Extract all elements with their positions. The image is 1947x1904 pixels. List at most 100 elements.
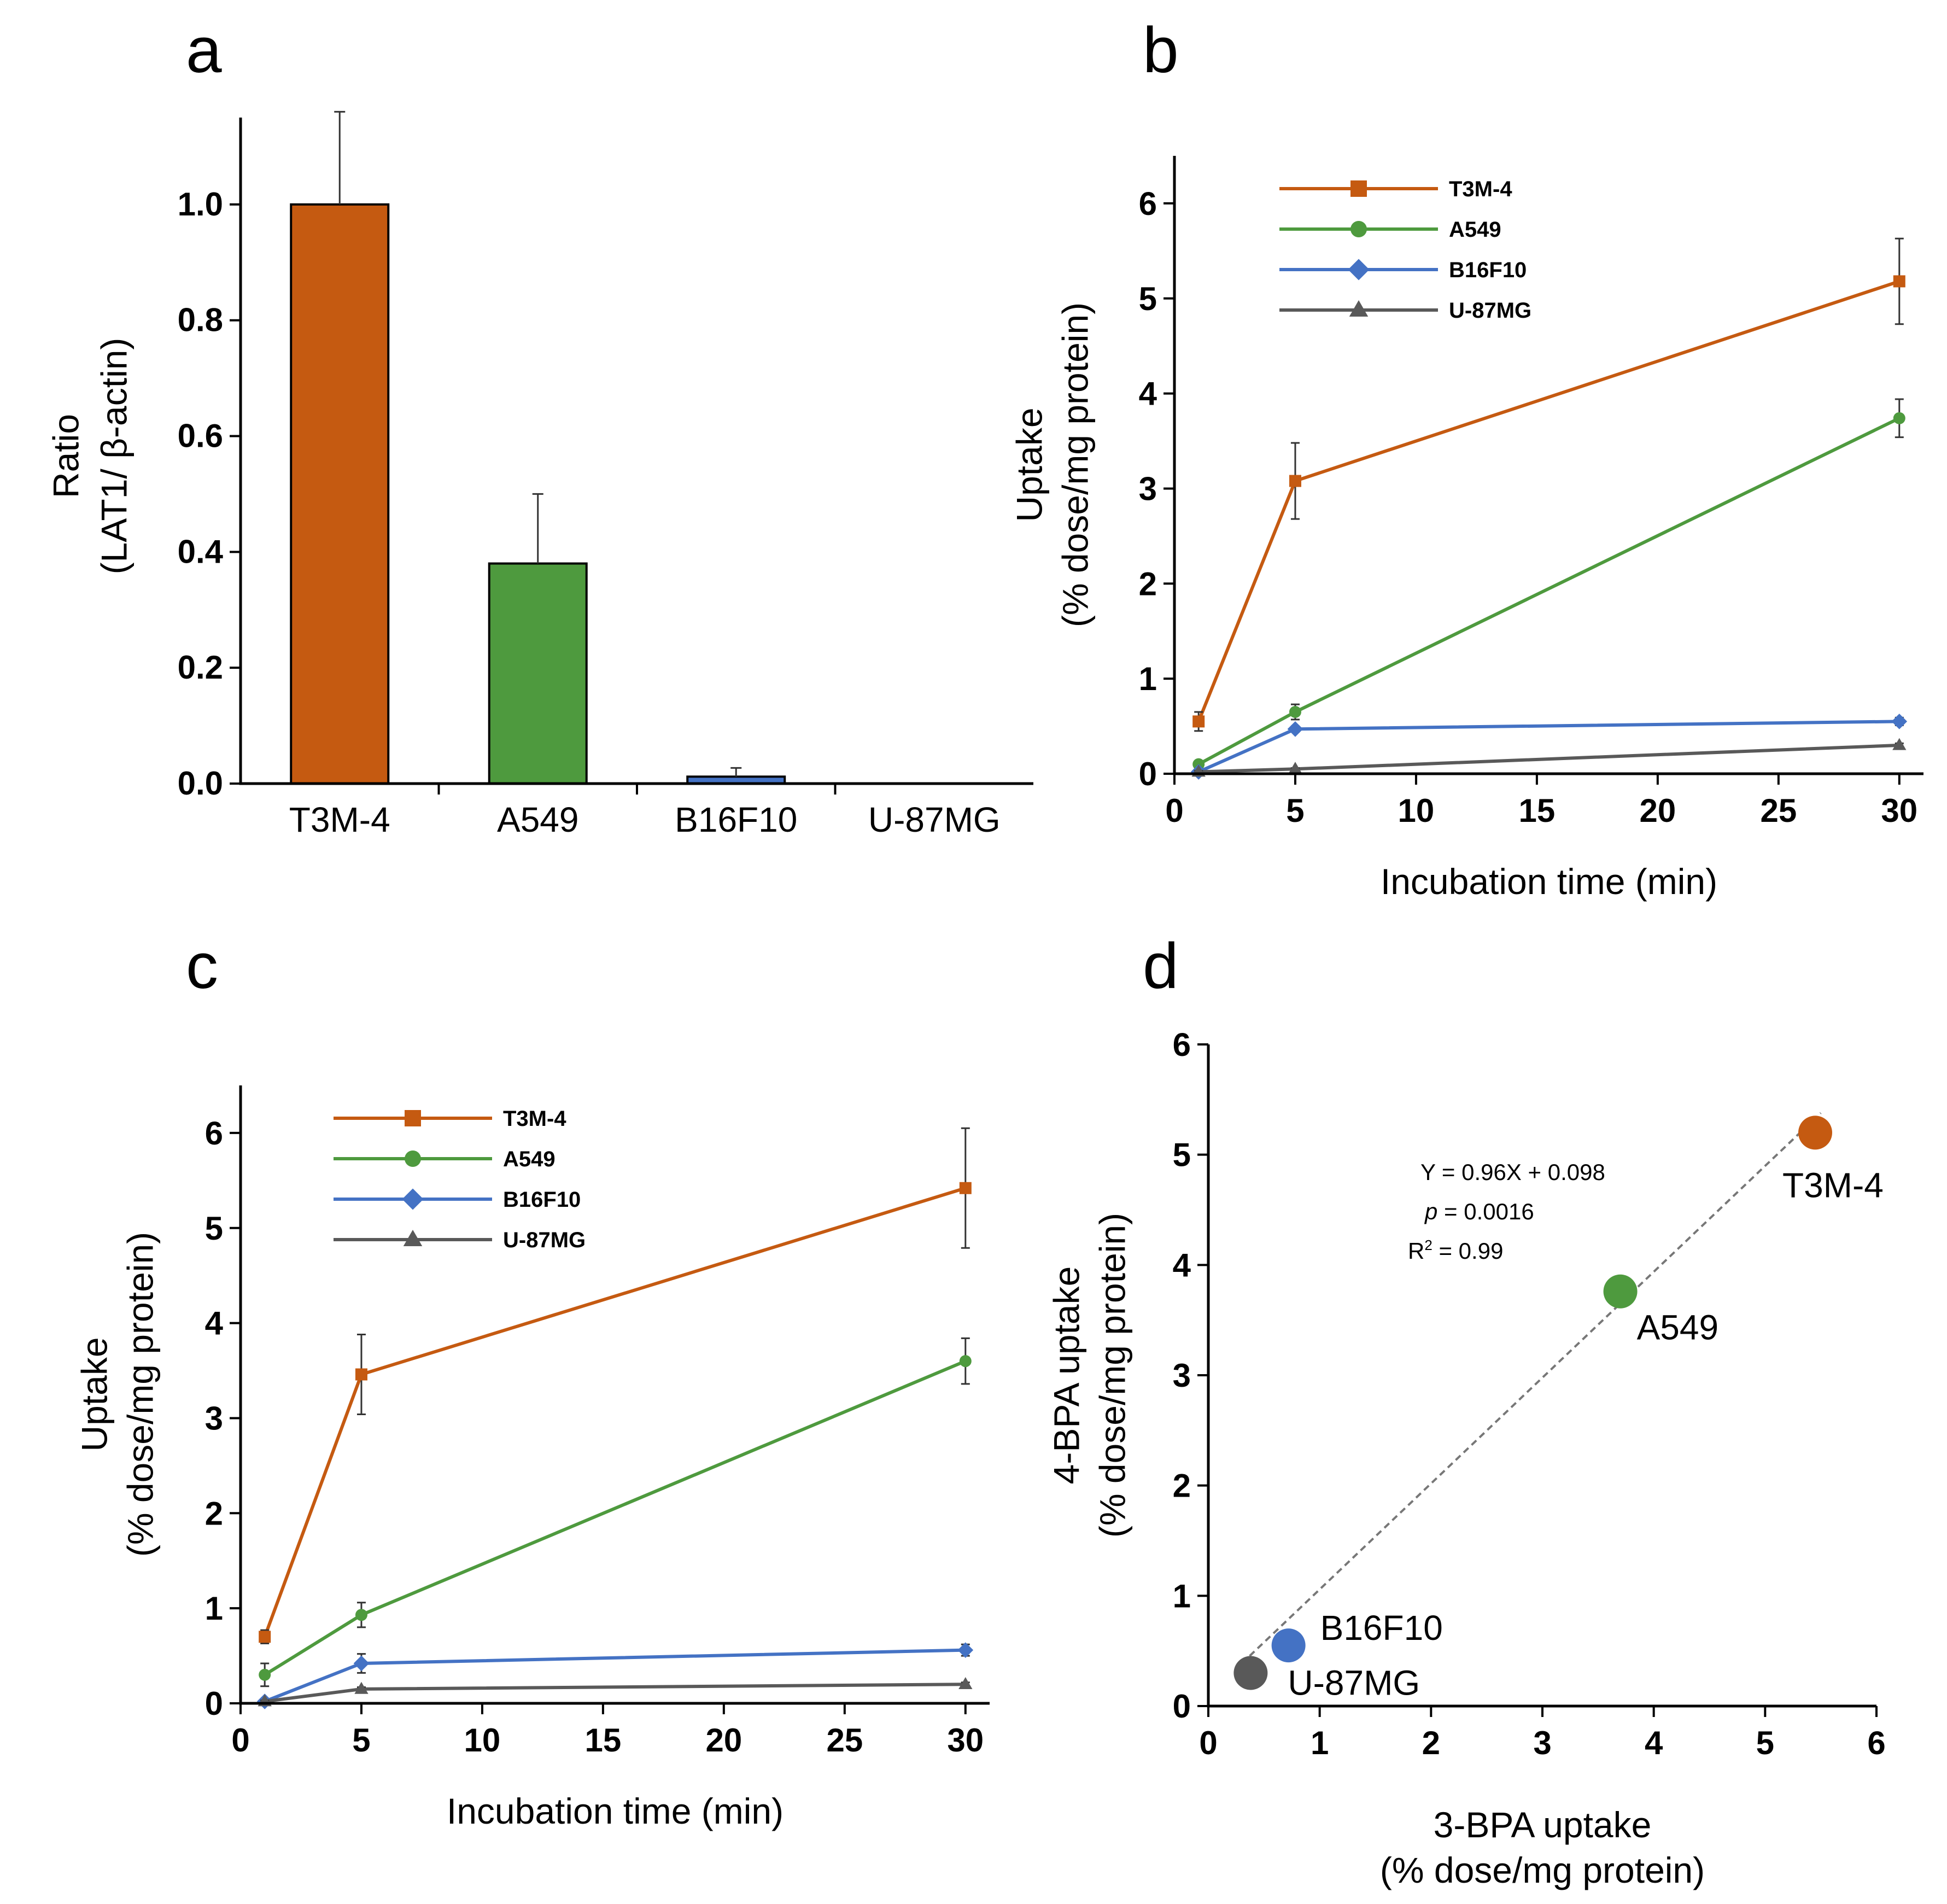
y-tick-label: 3 — [1173, 1357, 1191, 1394]
data-point-t3m-4 — [1192, 715, 1205, 728]
point-label-a549: A549 — [1637, 1308, 1718, 1347]
x-tick-label: 3 — [1533, 1725, 1551, 1761]
panel-letter-c: c — [186, 930, 218, 1002]
r-squared-label: R2 = 0.99 — [1408, 1237, 1503, 1264]
x-tick-label: 25 — [1760, 792, 1797, 829]
series-line-a549 — [264, 1359, 966, 1677]
panel-c-line-chart: 0 1 2 3 4 5 6 0 5 10 15 20 25 30 T3M-4 A549 B16F10 U-87MG… — [74, 1085, 990, 1831]
data-point-a549 — [1893, 412, 1905, 424]
point-label-u-87mg: U-87MG — [1288, 1663, 1420, 1703]
x-tick-label: 0 — [1199, 1725, 1217, 1761]
y-tick-label: 1 — [1173, 1578, 1191, 1614]
x-tick-label: 15 — [1519, 792, 1556, 829]
legend-label-u-87mg: U-87MG — [503, 1228, 586, 1252]
axes — [239, 118, 1033, 785]
r-value: = 0.99 — [1433, 1238, 1504, 1264]
x-tick-label: 1 — [1311, 1725, 1329, 1761]
legend-label-t3m-4: T3M-4 — [503, 1107, 566, 1131]
x-category-label-t3m-4: T3M-4 — [289, 800, 390, 839]
data-point-u-87mg — [354, 1681, 369, 1694]
data-point-b16f10 — [353, 1655, 370, 1672]
legend-marker-b16f10 — [1348, 259, 1370, 281]
x-tick-label: 5 — [352, 1722, 370, 1759]
series-line-t3m-4 — [1197, 279, 1900, 722]
series-line-u-87mg — [264, 1683, 966, 1703]
y-tick-label: 6 — [205, 1115, 223, 1152]
x-tick-label: 2 — [1422, 1725, 1440, 1761]
x-axis-title: 3-BPA uptake — [1434, 1804, 1652, 1845]
x-tick-label: 25 — [826, 1722, 863, 1759]
y-axis-subtitle: (% dose/mg protein) — [120, 1232, 160, 1557]
panel-b-line-chart: 0 1 2 3 4 5 6 0 5 10 15 20 25 30 T3M-4 A549 B16F10 U-87MG… — [1009, 156, 1923, 902]
x-category-label-b16f10: B16F10 — [675, 800, 797, 839]
x-tick-label: 0 — [1165, 792, 1183, 829]
y-tick-label: 0.2 — [178, 649, 223, 686]
data-point-u-87mg — [958, 1677, 973, 1690]
p-value: = 0.0016 — [1437, 1199, 1534, 1224]
data-point-a549 — [1289, 706, 1301, 718]
legend-marker-a549 — [405, 1150, 421, 1167]
x-tick-label: 20 — [1639, 792, 1676, 829]
panel-letter-d: d — [1143, 930, 1179, 1002]
y-tick-label: 2 — [1173, 1468, 1191, 1504]
axes — [239, 1085, 990, 1705]
series-line-u-87mg — [1198, 743, 1899, 774]
point-label-t3m-4: T3M-4 — [1782, 1165, 1884, 1205]
legend-marker-b16f10 — [402, 1188, 424, 1210]
x-tick-label: 20 — [705, 1722, 742, 1759]
y-tick-label: 2 — [205, 1495, 223, 1532]
x-tick-label: 6 — [1867, 1725, 1885, 1761]
p-symbol: p — [1424, 1199, 1437, 1224]
legend-marker-t3m-4 — [405, 1110, 421, 1126]
regression-equation: Y = 0.96X + 0.098 — [1420, 1159, 1605, 1185]
data-point-t3m-4 — [1289, 475, 1301, 487]
x-tick-label: 30 — [1881, 792, 1917, 829]
axes — [1207, 1044, 1876, 1708]
y-tick-label: 3 — [205, 1400, 223, 1436]
bar-t3m-4 — [290, 203, 390, 785]
panel-a-bar-chart: 0.0 0.2 0.4 0.6 0.8 1.0 T3M-4 A549 B16F10 U-87MG R… — [45, 110, 1033, 839]
y-tick-label: 5 — [205, 1210, 223, 1247]
y-axis-subtitle: (LAT1/ β-actin) — [93, 338, 134, 575]
y-tick-label: 0.4 — [178, 533, 224, 570]
panel-letter-b: b — [1143, 14, 1179, 86]
data-point-t3m-4 — [259, 1631, 271, 1643]
data-point-b16f10 — [1891, 714, 1908, 729]
series-line-b16f10 — [1197, 720, 1899, 774]
series-line-a549 — [1197, 417, 1901, 766]
y-tick-label: 5 — [1139, 281, 1157, 317]
x-axis-title: Incubation time (min) — [447, 1791, 784, 1831]
x-tick-label: 30 — [947, 1722, 984, 1759]
y-tick-label: 5 — [1173, 1137, 1191, 1173]
data-point-a549 — [259, 1668, 271, 1681]
x-axis-title: Incubation time (min) — [1381, 861, 1717, 902]
x-category-label-u-87mg: U-87MG — [868, 800, 1001, 839]
y-tick-label: 0.0 — [178, 765, 223, 802]
legend-marker-a549 — [1350, 221, 1367, 237]
x-category-label-a549: A549 — [497, 800, 578, 839]
r-base: R — [1408, 1238, 1424, 1264]
y-axis-title: Uptake — [1009, 407, 1049, 522]
r-superscript: 2 — [1424, 1237, 1432, 1253]
trendline — [1241, 1112, 1822, 1664]
data-point-t3m-4 — [355, 1368, 367, 1381]
data-point-a549 — [959, 1355, 972, 1368]
y-tick-label: 0.6 — [178, 418, 223, 454]
data-point-t3m-4 — [959, 1182, 972, 1194]
y-tick-label: 4 — [1139, 376, 1157, 412]
y-tick-label: 0 — [1139, 756, 1157, 792]
data-point-b16f10 — [1287, 721, 1303, 737]
data-point-u-87mg — [1233, 1656, 1268, 1690]
data-point-b16f10 — [1271, 1628, 1306, 1663]
panel-letter-a: a — [186, 14, 222, 86]
y-tick-label: 1 — [205, 1590, 223, 1627]
y-axis-subtitle: (% dose/mg protein) — [1055, 302, 1095, 627]
bar-a549 — [488, 562, 588, 785]
data-point-b16f10 — [957, 1642, 974, 1658]
series-line-b16f10 — [264, 1648, 966, 1703]
y-axis-title: Ratio — [45, 414, 86, 498]
data-point-u-87mg — [1892, 738, 1907, 750]
legend-marker-u-87mg — [403, 1230, 423, 1246]
legend-label-b16f10: B16F10 — [503, 1188, 581, 1212]
